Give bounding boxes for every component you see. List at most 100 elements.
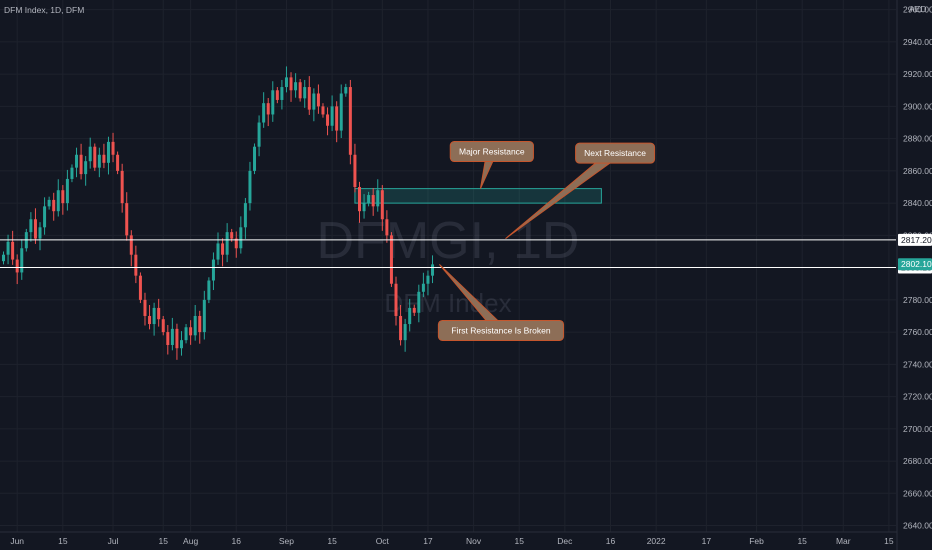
candle: [97, 147, 101, 178]
candle: [431, 255, 435, 284]
candle: [56, 179, 60, 217]
price-tick-label: 2660.00: [903, 488, 932, 498]
candle-body: [97, 154, 101, 168]
candles-layer: [2, 66, 435, 360]
candle-body: [175, 328, 179, 349]
candle: [11, 230, 15, 265]
candle: [380, 185, 384, 231]
candle-body: [385, 219, 389, 236]
candle-body: [362, 203, 366, 212]
annotation-layer: Major Resistance Next Resistance First Res…: [437, 141, 656, 341]
candle: [138, 272, 142, 304]
time-tick-label: Feb: [749, 536, 764, 546]
candle-body: [421, 283, 425, 292]
candle-body: [129, 235, 133, 255]
candle-body: [348, 87, 352, 155]
candle-body: [198, 315, 202, 333]
annotation-callout[interactable]: First Resistance Is Broken: [437, 264, 565, 341]
last-price-label: 2802.10: [901, 259, 932, 269]
candle-body: [426, 275, 430, 284]
candle-body: [303, 87, 307, 99]
candle: [111, 132, 115, 163]
candle-body: [184, 327, 188, 341]
candle-body: [339, 93, 343, 131]
candle-body: [179, 340, 183, 349]
annotation-callout[interactable]: Next Resistance: [505, 142, 656, 239]
candle-body: [56, 190, 60, 212]
candle-body: [239, 227, 243, 249]
candle: [52, 192, 56, 221]
candle: [193, 305, 197, 341]
candle-body: [408, 307, 412, 325]
candle: [298, 78, 302, 102]
price-tick-label: 2740.00: [903, 359, 932, 369]
candle: [239, 216, 243, 254]
candle-body: [106, 141, 110, 163]
candle: [312, 88, 316, 122]
candle: [353, 143, 357, 193]
candle: [70, 164, 74, 183]
candle: [253, 143, 257, 175]
price-tick-label: 2940.00: [903, 37, 932, 47]
currency-label: AED: [909, 4, 926, 14]
candle: [207, 277, 211, 304]
time-axis[interactable]: Jun 15 Jul 15 Aug 16 Sep 15 Oct 17 Nov 15 Dec 16 2022 1…: [10, 536, 894, 546]
candle-body: [207, 280, 211, 300]
candle-body: [125, 203, 129, 236]
candle-body: [326, 114, 330, 126]
candle: [344, 83, 348, 97]
candle: [170, 317, 174, 351]
candle: [248, 161, 252, 211]
symbol-title: DFM Index, 1D, DFM: [4, 5, 84, 15]
level-lines-layer: [0, 239, 896, 268]
candle: [307, 76, 311, 115]
candle: [61, 185, 65, 215]
candle: [262, 92, 266, 128]
resistance-zone[interactable]: [354, 188, 602, 204]
time-tick-label: Mar: [836, 536, 851, 546]
candle-body: [275, 90, 279, 100]
candle: [161, 315, 165, 336]
candle-body: [389, 235, 393, 284]
candle: [426, 270, 430, 296]
candle-body: [412, 307, 416, 313]
candle: [198, 310, 202, 344]
candle: [385, 210, 389, 243]
candle: [2, 251, 5, 265]
candle: [367, 191, 371, 207]
annotation-callout[interactable]: Major Resistance: [449, 141, 534, 189]
candle-body: [298, 82, 302, 99]
candle-body: [280, 87, 284, 100]
candle-body: [294, 82, 298, 91]
candle: [408, 298, 412, 332]
level-price-tag: [898, 233, 932, 246]
candle-body: [116, 154, 120, 171]
candle: [184, 324, 188, 344]
candle-body: [20, 248, 24, 273]
candle-body: [257, 122, 261, 147]
candle-body: [221, 243, 225, 255]
candle-body: [29, 219, 33, 233]
candle: [65, 169, 69, 211]
candle: [202, 290, 206, 340]
candle-body: [225, 232, 229, 255]
time-tick-label: 15: [159, 536, 169, 546]
candle-body: [11, 241, 15, 260]
time-tick-label: 15: [797, 536, 807, 546]
candle: [321, 103, 325, 118]
candle-body: [330, 106, 334, 126]
callout-box: [575, 142, 656, 164]
candle: [120, 163, 124, 213]
price-tick-label: 2680.00: [903, 456, 932, 466]
candle: [399, 305, 403, 346]
candle-body: [47, 199, 51, 207]
candle-body: [43, 206, 47, 228]
candle: [335, 101, 339, 143]
price-tick-label: 2960.00: [903, 5, 932, 15]
candle-body: [33, 219, 37, 239]
price-tick-label: 2920.00: [903, 69, 932, 79]
candle-body: [431, 264, 435, 276]
candle: [125, 192, 129, 241]
